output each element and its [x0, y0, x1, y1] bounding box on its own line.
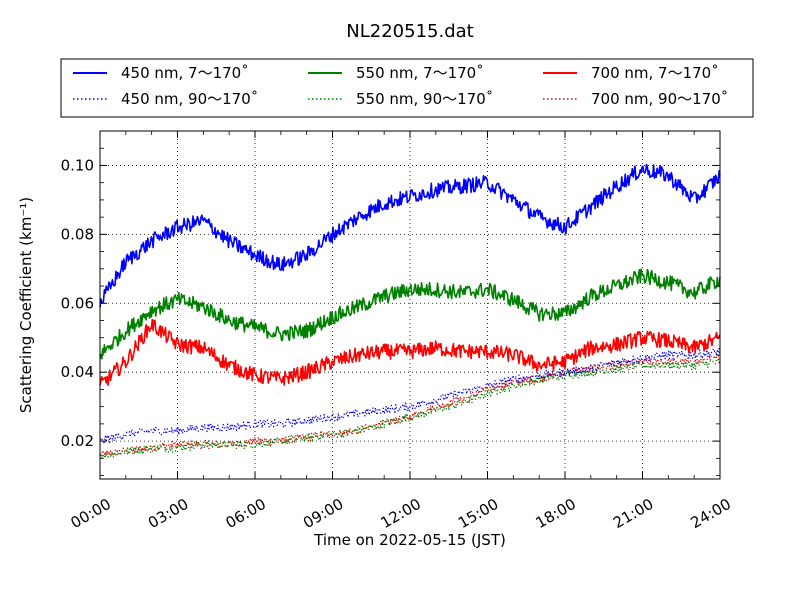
legend-entry-label: 550 nm, 7～170˚: [356, 64, 484, 82]
series-line: [99, 354, 721, 458]
legend-entries: 450 nm, 7～170˚ 450 nm, 90～170˚ 550 nm, 7～1…: [73, 64, 728, 108]
y-tick-label: 0.04: [61, 363, 94, 381]
y-tick-label: 0.10: [61, 156, 94, 174]
series-line: [99, 318, 721, 386]
legend: 450 nm, 7～170˚ 450 nm, 90～170˚ 550 nm, 7～1…: [60, 58, 754, 118]
y-tick-label: 0.02: [61, 432, 94, 450]
y-tick-label: 0.08: [61, 225, 94, 243]
chart-title: NL220515.dat: [346, 21, 473, 42]
series-line: [99, 358, 721, 460]
legend-entry-label: 450 nm, 7～170˚: [121, 64, 249, 82]
legend-entry-label: 700 nm, 7～170˚: [591, 64, 719, 82]
legend-entry-label: 550 nm, 90～170˚: [356, 90, 493, 108]
y-axis-label: Scattering Coefficient (km⁻¹): [17, 197, 35, 413]
axis-ticks: [99, 130, 721, 479]
legend-entry-label: 700 nm, 90～170˚: [591, 90, 728, 108]
series-line: [99, 268, 721, 360]
grid-lines: [100, 131, 720, 479]
x-axis-label: Time on 2022-05-15 (JST): [313, 531, 506, 549]
legend-entry-label: 450 nm, 90～170˚: [121, 90, 258, 108]
series-line: [99, 348, 721, 444]
y-tick-labels: 0.02 0.04 0.06 0.08 0.10: [61, 156, 94, 450]
y-tick-label: 0.06: [61, 294, 94, 312]
legend-box: [60, 58, 754, 118]
data-series: [99, 163, 721, 460]
series-line: [99, 163, 721, 308]
